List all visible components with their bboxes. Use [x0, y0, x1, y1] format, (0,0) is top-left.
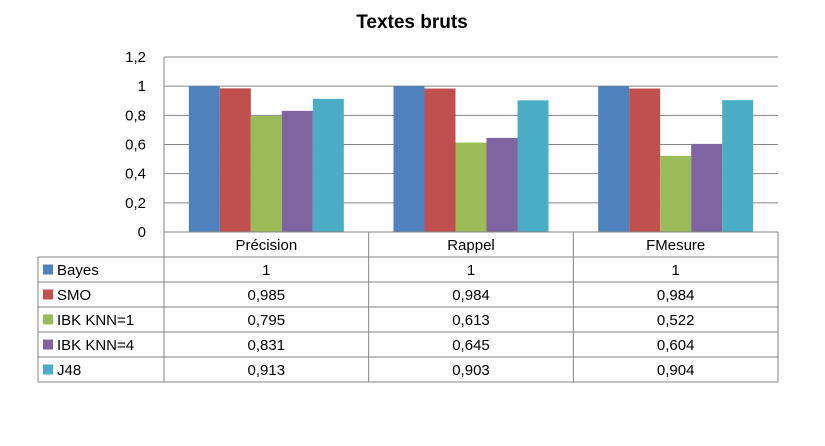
bar: [722, 100, 754, 233]
y-tick-label: 1: [138, 78, 146, 95]
legend-label: J48: [57, 362, 81, 379]
data-label: 1: [671, 262, 679, 279]
y-tick-label: 0,8: [125, 107, 146, 124]
legend-swatch: [43, 314, 53, 325]
data-label: 0,904: [657, 362, 695, 379]
data-table: Précision Rappel FMesure Bayes 1 1 1 SMO 0,985 0,…: [37, 231, 779, 383]
y-tick-label: 0,6: [125, 137, 146, 154]
data-label: 0,984: [657, 287, 695, 304]
bar: [691, 143, 723, 232]
chart-title: Textes bruts: [356, 12, 468, 33]
legend-label: SMO: [57, 287, 91, 304]
data-label: 1: [262, 262, 270, 279]
legend-swatch: [43, 364, 53, 375]
bar: [188, 86, 220, 233]
legend-label: Bayes: [57, 262, 99, 279]
y-axis: 0 0,2 0,4 0,6 0,8 1 1,2: [125, 49, 146, 241]
data-label: 0,984: [452, 287, 490, 304]
data-label: 0,913: [248, 362, 286, 379]
bar: [660, 155, 692, 232]
bar: [629, 88, 661, 232]
legend-swatch: [43, 289, 53, 300]
bar: [281, 110, 313, 232]
x-tick-label: Rappel: [447, 237, 495, 254]
legend-swatch: [43, 339, 53, 350]
bar: [219, 88, 251, 233]
bar: [312, 98, 344, 233]
data-label: 0,795: [248, 312, 286, 329]
y-tick-label: 0: [138, 224, 146, 241]
y-tick-label: 0,4: [125, 166, 146, 183]
bar: [393, 86, 425, 233]
data-label: 0,604: [657, 337, 695, 354]
data-label: 0,903: [452, 362, 490, 379]
legend-swatch: [43, 264, 53, 275]
data-label: 0,985: [248, 287, 286, 304]
bars: [188, 86, 754, 233]
bar: [517, 100, 549, 232]
bar: [424, 88, 456, 232]
bar: [486, 137, 518, 232]
x-tick-label: Précision: [235, 237, 297, 254]
y-tick-label: 1,2: [125, 49, 146, 66]
bar: [250, 116, 282, 232]
y-tick-label: 0,2: [125, 195, 146, 212]
bar: [455, 142, 487, 232]
data-label: 0,831: [248, 337, 286, 354]
bar: [598, 86, 630, 233]
data-label: 0,613: [452, 312, 490, 329]
data-label: 0,522: [657, 312, 695, 329]
legend-label: IBK KNN=1: [57, 312, 134, 329]
x-tick-label: FMesure: [646, 237, 705, 254]
data-label: 0,645: [452, 337, 490, 354]
data-label: 1: [467, 262, 475, 279]
legend-label: IBK KNN=4: [57, 337, 134, 354]
